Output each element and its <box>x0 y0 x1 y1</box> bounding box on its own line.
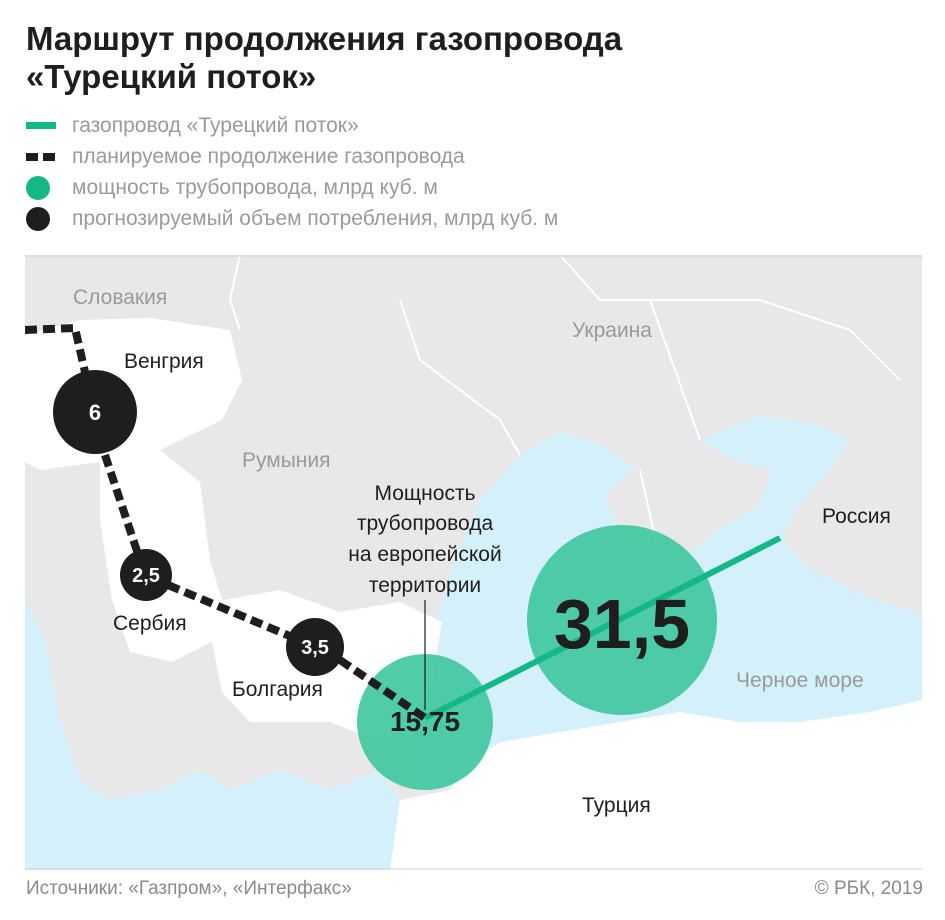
borders <box>228 255 901 561</box>
value-serbia: 2,5 <box>132 565 160 587</box>
green-circle-icon <box>26 175 50 200</box>
legend-label: мощность трубопровода, млрд куб. м <box>72 175 438 199</box>
value-capacity-total: 31,5 <box>554 585 690 663</box>
page-title: Маршрут продолжения газопровода «Турецки… <box>26 20 622 96</box>
annotation: Мощность трубопровода на европейской тер… <box>348 482 501 597</box>
label-russia: Россия <box>822 505 891 528</box>
value-bulgaria: 3,5 <box>301 637 329 659</box>
consumption-circle-hungary <box>53 370 137 454</box>
label-hungary: Венгрия <box>124 350 204 373</box>
title-line-2: «Турецкий поток» <box>26 58 317 95</box>
label-turkey: Турция <box>582 794 651 817</box>
value-capacity-european: 15,75 <box>390 706 460 737</box>
label-black-sea: Черное море <box>736 669 864 692</box>
turkey-region <box>390 700 922 870</box>
turkish-stream-pipeline <box>423 535 782 721</box>
legend-label: прогнозируемый объем потребления, млрд к… <box>72 206 559 230</box>
legend-item-planned: планируемое продолжение газопровода <box>26 141 558 172</box>
consumption-circle-bulgaria <box>286 618 344 676</box>
annotation-line: территории <box>369 574 481 597</box>
label-slovakia: Словакия <box>73 286 167 309</box>
green-line-icon <box>26 122 56 129</box>
copyright: © РБК, 2019 <box>814 878 923 899</box>
dashed-line-icon <box>26 152 55 161</box>
planned-pipeline-segment <box>166 581 294 641</box>
sources: Источники: «Газпром», «Интерфакс» <box>26 878 352 899</box>
title-line-1: Маршрут продолжения газопровода <box>26 20 623 57</box>
legend-item-pipeline: газопровод «Турецкий поток» <box>26 110 558 141</box>
legend-label: газопровод «Турецкий поток» <box>72 113 359 137</box>
mediterranean-sea <box>25 600 400 870</box>
legend-item-consumption: прогнозируемый объем потребления, млрд к… <box>26 203 558 234</box>
legend: газопровод «Турецкий поток» планируемое … <box>26 110 558 234</box>
consumption-circle-serbia <box>120 549 172 601</box>
label-bulgaria: Болгария <box>232 678 323 701</box>
black-circle-icon <box>26 206 50 231</box>
planned-pipeline-segment <box>25 323 89 373</box>
annotation-line: Мощность <box>374 482 475 505</box>
legend-item-capacity: мощность трубопровода, млрд куб. м <box>26 172 558 203</box>
annotation-line: на европейской <box>348 543 501 566</box>
map: Словакия Украина Румыния Черное море Вен… <box>25 255 922 870</box>
label-romania: Румыния <box>242 449 331 472</box>
legend-label: планируемое продолжение газопровода <box>72 144 465 168</box>
annotation-line: трубопровода <box>357 512 494 535</box>
footer: Источники: «Газпром», «Интерфакс» © РБК,… <box>26 878 923 900</box>
planned-pipeline-segment <box>101 453 144 562</box>
label-serbia: Сербия <box>113 612 187 635</box>
value-hungary: 6 <box>89 400 101 425</box>
label-ukraine: Украина <box>572 319 652 342</box>
capacity-circle-european <box>357 654 493 790</box>
